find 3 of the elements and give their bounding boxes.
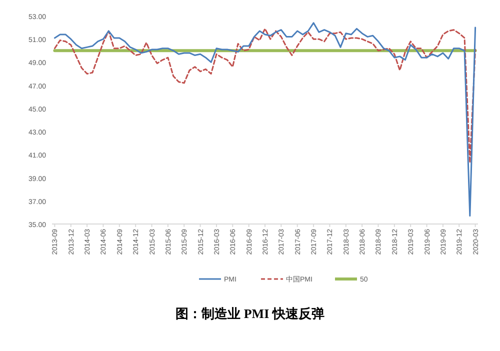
text: 图：制造业 PMI 快速反弹 [176, 306, 324, 321]
line-series [54, 22, 476, 217]
line-series [54, 28, 476, 164]
